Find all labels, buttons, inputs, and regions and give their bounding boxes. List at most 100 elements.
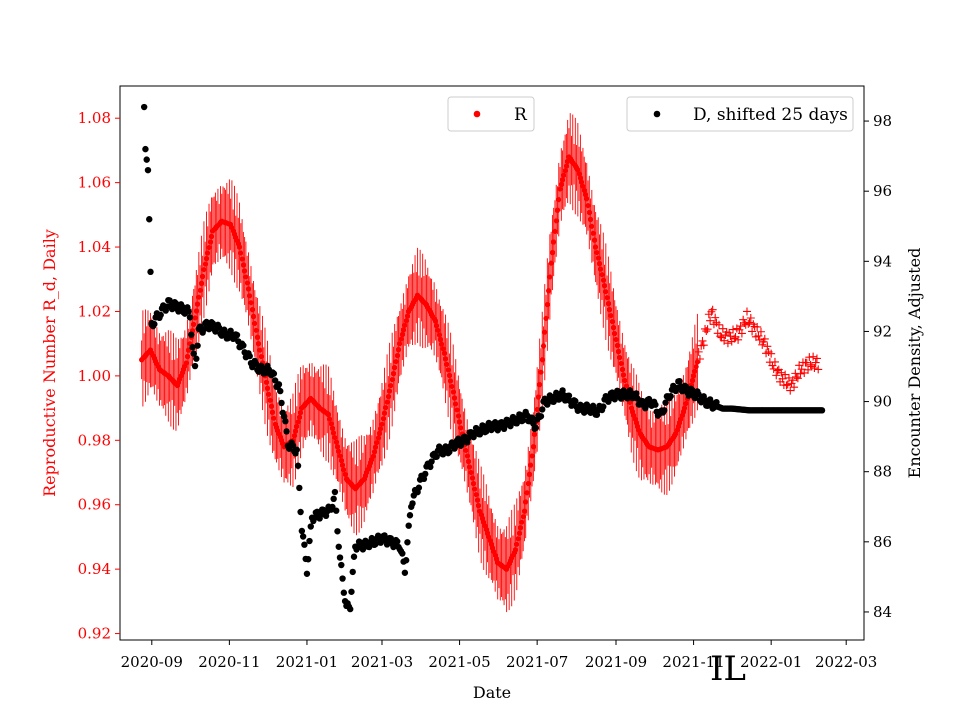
r-plus-point xyxy=(802,358,811,367)
r-plus-point xyxy=(698,336,707,345)
r-point xyxy=(538,369,544,375)
r-point xyxy=(252,320,258,327)
r-plus-point xyxy=(812,354,821,363)
d-point xyxy=(513,420,520,427)
r-point xyxy=(240,262,246,268)
r-point xyxy=(454,407,460,413)
r-point xyxy=(328,421,334,427)
d-point xyxy=(565,392,573,399)
r-point xyxy=(535,394,542,400)
d-point xyxy=(600,403,607,410)
d-point xyxy=(144,166,152,174)
r-point xyxy=(379,421,385,427)
y-left-tick-label: 1.02 xyxy=(78,302,111,320)
r-point xyxy=(380,416,386,422)
r-point xyxy=(371,449,377,455)
r-point xyxy=(604,295,610,301)
d-point xyxy=(662,399,669,406)
d-point xyxy=(282,418,289,425)
r-point xyxy=(381,410,388,416)
r-point xyxy=(586,209,592,216)
r-point xyxy=(250,313,257,320)
r-point xyxy=(449,383,455,390)
r-point xyxy=(598,266,604,272)
r-point xyxy=(331,430,337,436)
d-point xyxy=(682,383,690,390)
r-point xyxy=(325,411,332,418)
r-point xyxy=(526,471,533,477)
d-point xyxy=(346,605,354,613)
d-point xyxy=(275,381,283,388)
d-point xyxy=(186,314,194,321)
r-point xyxy=(193,308,199,314)
y-left-tick-label: 1.04 xyxy=(78,238,111,256)
r-plus-point xyxy=(772,371,781,380)
r-point xyxy=(591,237,597,243)
r-point xyxy=(532,431,538,437)
r-point xyxy=(291,433,297,439)
r-point xyxy=(191,321,197,327)
r-point xyxy=(207,239,213,245)
d-point xyxy=(339,575,346,582)
x-tick-label: 2021-09 xyxy=(585,653,647,671)
r-point xyxy=(521,508,528,514)
r-plus-point xyxy=(760,334,769,343)
r-plus-point xyxy=(770,357,779,366)
r-plus-point xyxy=(778,374,787,383)
r-point xyxy=(458,425,464,431)
d-point xyxy=(661,407,668,414)
r-plus-point xyxy=(734,335,743,344)
d-point xyxy=(415,484,423,491)
r-plus-point xyxy=(730,334,739,343)
r-point xyxy=(373,444,379,450)
r-point xyxy=(200,273,206,280)
d-point xyxy=(399,550,406,557)
r-plus-point xyxy=(706,316,715,325)
d-point xyxy=(406,512,414,519)
r-point xyxy=(465,458,472,465)
r-plus-point xyxy=(811,358,820,367)
r-point xyxy=(257,347,263,353)
r-point xyxy=(682,405,688,411)
d-point xyxy=(270,370,278,377)
d-point xyxy=(330,495,337,503)
r-point xyxy=(470,480,477,487)
r-point xyxy=(399,331,405,338)
r-point xyxy=(617,354,623,361)
r-point xyxy=(455,413,461,419)
r-point xyxy=(383,405,389,411)
r-point xyxy=(618,360,624,367)
d-point xyxy=(420,475,428,483)
d-point xyxy=(818,407,826,414)
d-point xyxy=(405,522,412,529)
r-plus-point xyxy=(716,332,725,341)
r-point xyxy=(295,419,301,425)
plot-frame xyxy=(119,85,865,641)
r-point xyxy=(534,406,540,413)
r-point xyxy=(394,353,400,359)
d-point xyxy=(283,428,290,435)
r-point xyxy=(689,377,695,384)
r-point xyxy=(683,400,689,407)
r-point xyxy=(436,332,442,338)
d-point xyxy=(537,413,545,420)
r-plus-point xyxy=(781,370,790,379)
d-point xyxy=(372,540,379,548)
d-point xyxy=(190,350,197,357)
r-point xyxy=(444,361,450,367)
r-plus-point xyxy=(707,307,716,316)
d-point xyxy=(652,401,659,408)
r-point xyxy=(296,414,302,420)
r-point xyxy=(693,364,699,370)
r-point xyxy=(585,203,591,209)
d-point xyxy=(297,508,304,516)
r-point xyxy=(520,514,526,520)
r-point xyxy=(608,313,614,319)
d-point xyxy=(428,458,435,465)
legend-r-label: R xyxy=(514,105,528,125)
d-point xyxy=(298,527,306,535)
d-point xyxy=(278,399,285,407)
legend-r-box xyxy=(447,96,535,132)
r-point xyxy=(440,346,446,352)
d-point xyxy=(633,390,640,397)
